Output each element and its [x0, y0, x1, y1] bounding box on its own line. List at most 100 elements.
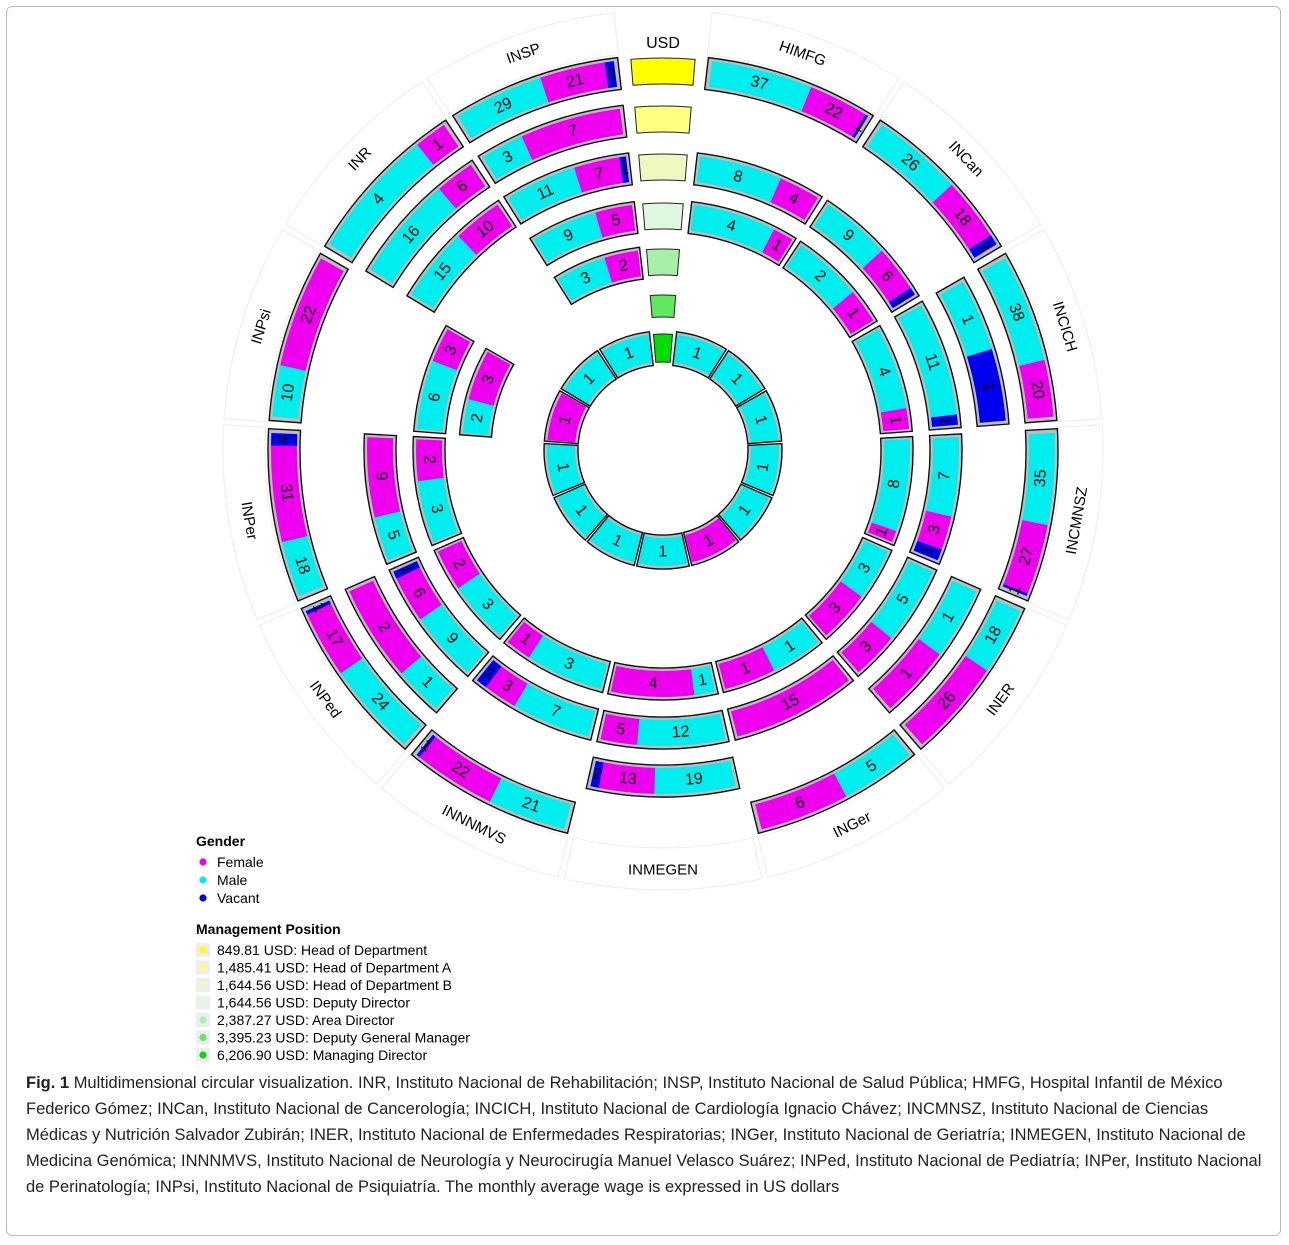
segment-value: 17	[322, 626, 346, 650]
legend-position-swatch	[199, 946, 207, 954]
segment-male	[564, 353, 614, 404]
segment-value: 18	[982, 623, 1006, 647]
legend-position-item: 849.81 USD: Head of Department	[217, 942, 427, 958]
segment-male	[528, 635, 608, 690]
segment-male	[926, 437, 960, 517]
segment-value: 37	[749, 73, 771, 94]
segment-value: 22	[822, 100, 846, 123]
legend-position-item: 1,644.56 USD: Head of Department B	[217, 977, 452, 993]
segment-female	[755, 773, 847, 830]
segment-vacant	[1002, 584, 1028, 597]
segment-male	[744, 444, 779, 494]
segment-male	[721, 486, 769, 538]
segment-female	[841, 621, 892, 673]
segment-value: 1	[979, 381, 997, 393]
segment-value: 10	[279, 383, 299, 403]
segment-female	[439, 164, 486, 209]
segment-female	[1003, 520, 1048, 594]
institution-label: INPer	[237, 500, 260, 541]
usd-label: USD	[646, 35, 680, 52]
segment-value: 22	[298, 303, 320, 326]
segment-value: 9	[372, 471, 390, 482]
sector-outline	[921, 607, 1068, 786]
segment-value: 3	[605, 66, 616, 84]
usd-level-cell	[630, 57, 696, 86]
segment-vacant	[305, 600, 331, 615]
caption-text: Multidimensional circular visualization.…	[26, 1074, 1262, 1196]
segment-female	[770, 178, 818, 220]
segment-male	[281, 536, 324, 597]
usd-level-cell	[642, 202, 684, 231]
usd-level-cell	[649, 294, 677, 318]
segment-male	[370, 188, 456, 284]
legend-gender-item: Female	[217, 854, 264, 870]
segment-female	[801, 87, 866, 137]
segment-female	[540, 62, 609, 103]
segment-male	[786, 245, 853, 309]
segment-male	[458, 573, 517, 636]
segment-value: 4	[648, 675, 658, 692]
segment-male	[982, 258, 1045, 366]
legend-gender-item: Vacant	[217, 890, 260, 906]
sector-outline	[1029, 424, 1104, 621]
segment-female	[396, 567, 442, 620]
figure-frame	[6, 6, 1281, 1236]
segment-value: 8	[731, 168, 744, 187]
segment-male	[533, 212, 603, 262]
sector-outline	[284, 80, 446, 247]
segment-female	[600, 713, 640, 745]
institution-label: INSP	[504, 40, 543, 68]
segment-value: 5	[615, 721, 626, 739]
legend-position-swatch	[199, 963, 207, 972]
segment-male	[508, 167, 582, 220]
segment-value: 35	[1032, 469, 1050, 488]
sector-outline	[258, 607, 405, 786]
sector-outline	[1006, 228, 1103, 423]
legend-position-title: Management Position	[196, 921, 341, 937]
segment-value: 7	[593, 165, 606, 184]
segment-female	[862, 250, 911, 303]
segment-value: 3	[427, 502, 446, 515]
sector-outline	[222, 424, 297, 621]
legend-position-swatch	[199, 998, 207, 1007]
legend-position-item: 2,387.27 USD: Area Director	[217, 1012, 395, 1028]
segment-male	[674, 334, 724, 376]
segment-female	[832, 291, 874, 334]
segment-vacant	[416, 734, 436, 758]
segment-value: 12	[671, 723, 690, 741]
segment-male	[547, 444, 582, 494]
legend-position-swatch	[199, 1051, 207, 1059]
segment-value: 5	[610, 211, 622, 229]
segment-value: 18	[291, 554, 313, 576]
segment-female	[507, 621, 544, 658]
segment-vacant	[619, 156, 630, 183]
sector-outline	[380, 755, 569, 878]
segment-female	[417, 124, 459, 165]
segment-value: 2	[469, 412, 487, 424]
segment-female	[521, 108, 624, 161]
usd-level-cell	[638, 153, 688, 182]
segment-value: 1	[936, 416, 954, 427]
segment-male	[918, 580, 977, 655]
segment-female	[432, 329, 471, 371]
segment-male	[590, 518, 641, 563]
segment-female	[610, 666, 695, 698]
segment-value: 2	[618, 257, 630, 276]
segment-value: 19	[684, 770, 703, 789]
segment-male	[638, 536, 688, 567]
segment-female	[917, 510, 952, 550]
segment-vacant	[966, 348, 1006, 423]
legend-position-item: 3,395.23 USD: Deputy General Manager	[217, 1030, 470, 1046]
segment-male	[691, 666, 716, 695]
segment-value: 4	[275, 435, 292, 444]
segment-value: 1	[553, 461, 571, 473]
segment-male	[834, 734, 910, 797]
segment-male	[557, 257, 612, 301]
segment-male	[416, 360, 457, 432]
rings-layer: 3722126183382035271182656212212417118314…	[222, 12, 1104, 891]
segment-male	[940, 281, 992, 357]
segment-male	[898, 305, 957, 418]
segment-male	[329, 144, 434, 258]
segment-vacant	[271, 432, 298, 446]
institution-label: INCMNSZ	[1063, 486, 1091, 556]
